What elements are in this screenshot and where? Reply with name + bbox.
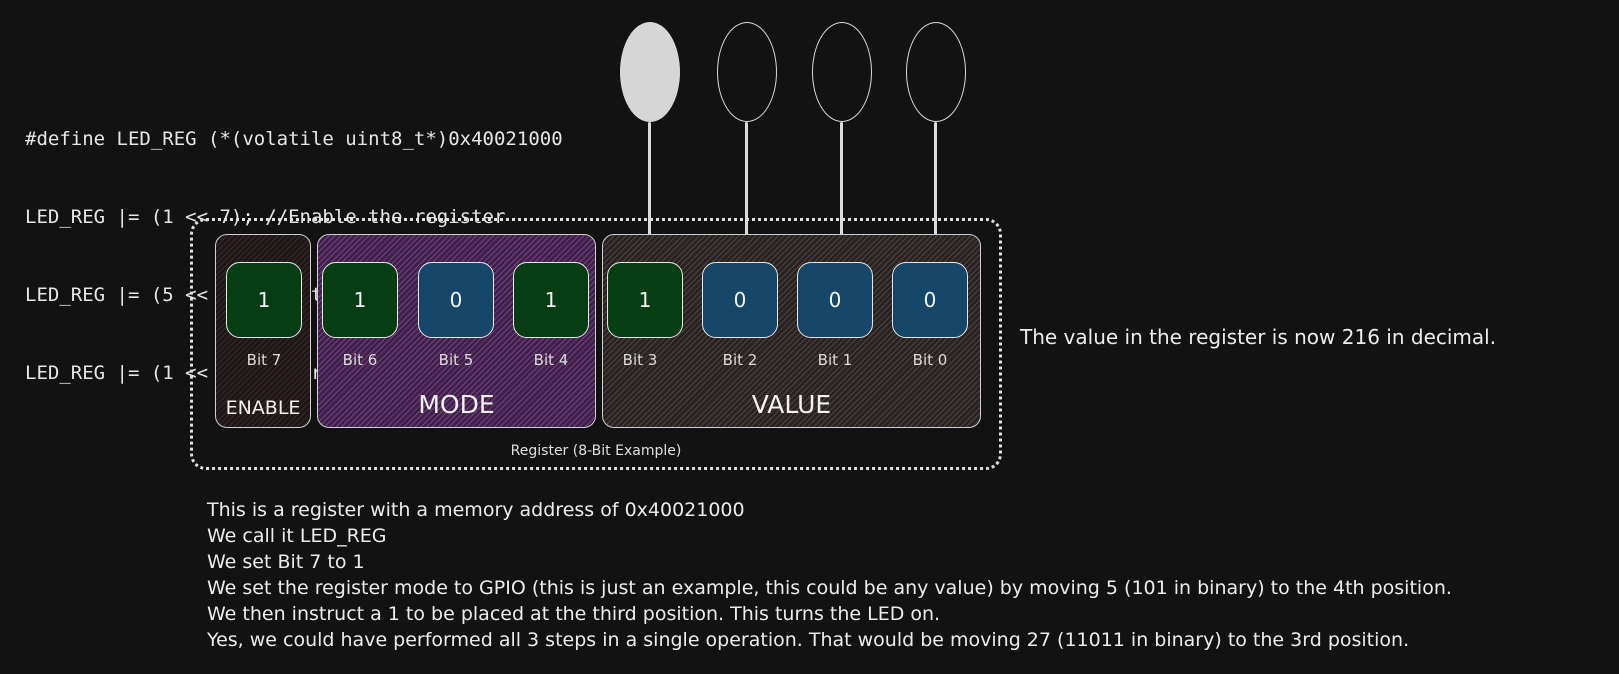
enable-label: ENABLE [225,397,301,419]
bit-5-label: Bit 5 [438,351,474,369]
code-line: #define LED_REG (*(volatile uint8_t*)0x4… [25,128,563,150]
balloon-string [934,122,937,239]
bit-3-box: 1 [607,262,683,338]
balloon-head [620,22,680,122]
description-line: Yes, we could have performed all 3 steps… [207,629,1410,651]
balloon-string [648,122,651,239]
bit-6-box: 1 [322,262,398,338]
description-line: We then instruct a 1 to be placed at the… [207,603,941,625]
bit-6-label: Bit 6 [342,351,378,369]
description-line: We call it LED_REG [207,525,387,547]
register-caption: Register (8-Bit Example) [510,443,682,459]
bit-7-box: 1 [226,262,302,338]
bit-7-label: Bit 7 [246,351,282,369]
balloon-head [717,22,777,122]
description-text: This is a register with a memory address… [207,497,1452,653]
bit-5-box: 0 [418,262,494,338]
bit-0-box: 0 [892,262,968,338]
decimal-value-note: The value in the register is now 216 in … [1020,325,1497,349]
mode-label: MODE [418,390,495,419]
bit-4-box: 1 [513,262,589,338]
bit-2-label: Bit 2 [722,351,758,369]
bit-3-label: Bit 3 [622,351,658,369]
description-line: We set Bit 7 to 1 [207,551,365,573]
bit-4-label: Bit 4 [533,351,569,369]
description-line: We set the register mode to GPIO (this i… [207,577,1452,599]
bit-2-box: 0 [702,262,778,338]
balloon-head [906,22,966,122]
code-snippet: #define LED_REG (*(volatile uint8_t*)0x4… [25,74,563,412]
code-line: LED_REG |= (1 << 7); //Enable the regist… [25,206,506,228]
bit-0-label: Bit 0 [912,351,948,369]
bit-1-box: 0 [797,262,873,338]
value-label: VALUE [751,390,832,419]
balloon-head [812,22,872,122]
register-outline [190,218,1002,470]
balloon-string [840,122,843,239]
balloon-string [745,122,748,239]
description-line: This is a register with a memory address… [207,499,745,521]
bit-1-label: Bit 1 [817,351,853,369]
